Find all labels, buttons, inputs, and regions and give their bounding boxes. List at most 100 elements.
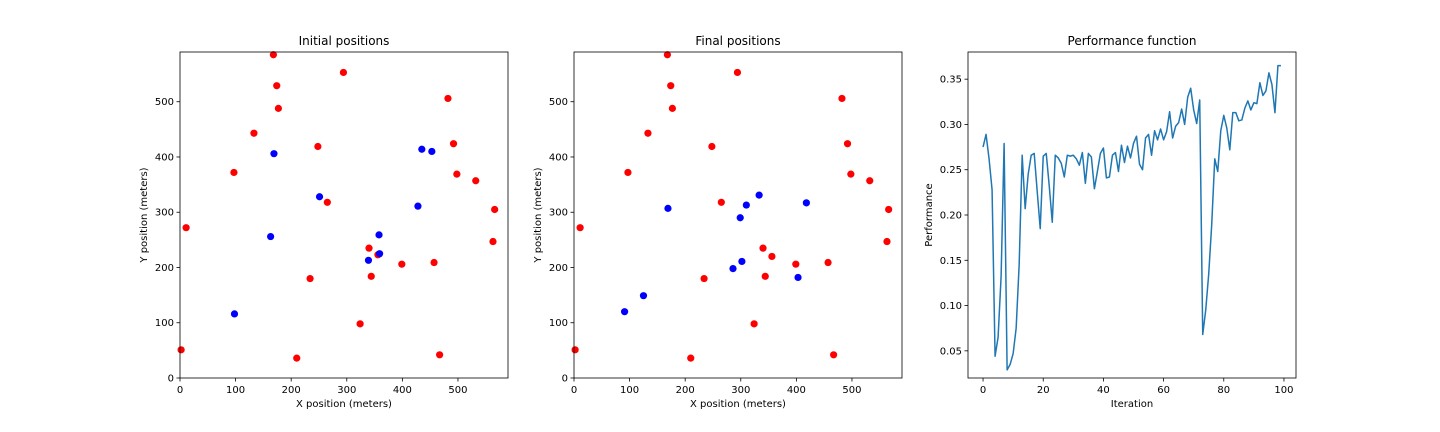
- y-tick-label: 500: [549, 97, 568, 108]
- scatter-point-series-1: [847, 170, 855, 178]
- scatter-point-series-2: [742, 201, 750, 209]
- scatter-point-series-1: [230, 168, 238, 177]
- scatter-point-series-1: [576, 224, 584, 232]
- scatter-point-series-2: [375, 231, 383, 239]
- scatter-point-series-1: [759, 244, 767, 252]
- chart-title: Performance function: [1068, 34, 1197, 48]
- x-tick-label: 0: [571, 385, 577, 396]
- scatter-point-series-1: [293, 354, 301, 362]
- scatter-point-series-1: [843, 140, 852, 148]
- chart-panel-3: 0 20 40 60 80 100 0.05 0.10 0.15 0.20 0.25 0.30 0.35…: [924, 34, 1297, 410]
- scatter-point-series-1: [472, 177, 480, 185]
- x-tick-label: 20: [1037, 385, 1050, 396]
- scatter-point-series-1: [339, 68, 348, 77]
- scatter-point-series-2: [620, 308, 629, 316]
- scatter-point-series-1: [883, 237, 891, 246]
- scatter-point-series-1: [453, 170, 461, 178]
- y-tick-label: 0.15: [940, 256, 962, 267]
- y-tick-label: 0.25: [940, 165, 962, 176]
- x-axis-label: Iteration: [1111, 399, 1153, 410]
- y-tick-label: 0: [168, 374, 174, 385]
- y-tick-label: 100: [155, 318, 174, 329]
- scatter-point-series-1: [768, 252, 776, 261]
- scatter-point-series-1: [866, 177, 874, 185]
- scatter-point-series-1: [761, 272, 769, 280]
- x-axis-label: X position (meters): [690, 399, 786, 410]
- scatter-point-series-2: [315, 193, 324, 201]
- scatter-point-series-2: [428, 147, 436, 156]
- scatter-point-series-1: [449, 140, 458, 148]
- scatter-point-series-1: [733, 68, 742, 77]
- x-axis-label: X position (meters): [296, 399, 392, 410]
- x-tick-label: 60: [1157, 385, 1170, 396]
- scatter-point-series-2: [755, 191, 763, 199]
- scatter-point-series-1: [663, 51, 671, 59]
- scatter-point-series-1: [838, 94, 846, 103]
- y-tick-label: 0.30: [940, 120, 962, 131]
- scatter-point-series-2: [639, 292, 648, 300]
- scatter-point-series-2: [794, 273, 802, 282]
- y-tick-label: 0.35: [940, 75, 962, 86]
- line-series-1: [982, 64, 1281, 371]
- scatter-point-series-2: [230, 310, 239, 318]
- scatter-point-series-2: [664, 204, 672, 212]
- scatter-point-series-1: [491, 205, 499, 214]
- scatter-point-series-1: [700, 274, 708, 283]
- scatter-point-series-2: [736, 214, 744, 222]
- y-axis-label: Y position (meters): [139, 167, 150, 263]
- axes-frame: [967, 51, 1297, 379]
- scatter-point-series-1: [668, 104, 677, 112]
- scatter-point-series-1: [750, 320, 758, 328]
- scatter-point-series-1: [273, 82, 281, 90]
- chart-panel-1: 0 100 200 300 400 500 0 100 200 300 400 500 Initial …: [139, 34, 509, 410]
- x-tick-label: 40: [1097, 385, 1110, 396]
- scatter-point-series-1: [314, 142, 322, 151]
- scatter-point-series-1: [885, 205, 893, 214]
- scatter-point-series-1: [430, 258, 438, 267]
- scatter-point-series-1: [792, 260, 800, 268]
- x-tick-label: 200: [676, 385, 695, 396]
- y-tick-label: 300: [155, 208, 174, 219]
- scatter-point-series-2: [375, 250, 384, 258]
- y-tick-label: 400: [549, 152, 568, 163]
- scatter-point-series-1: [323, 198, 331, 206]
- y-tick-label: 0.05: [940, 346, 962, 357]
- x-tick-label: 0: [980, 385, 986, 396]
- scatter-point-series-1: [624, 168, 632, 177]
- axes-frame: [179, 51, 509, 379]
- scatter-point-series-2: [270, 150, 278, 158]
- scatter-point-series-1: [365, 244, 373, 252]
- scatter-point-series-2: [802, 199, 810, 207]
- scatter-point-series-1: [489, 237, 497, 246]
- scatter-point-series-2: [267, 232, 275, 241]
- x-tick-label: 100: [226, 385, 245, 396]
- x-tick-label: 100: [1274, 385, 1293, 396]
- scatter-point-series-1: [667, 82, 675, 90]
- scatter-point-series-1: [398, 260, 406, 268]
- axes-frame: [573, 51, 903, 379]
- scatter-point-series-1: [250, 129, 258, 137]
- scatter-point-series-1: [444, 94, 452, 103]
- scatter-point-series-1: [830, 351, 838, 359]
- scatter-point-series-1: [367, 272, 375, 280]
- x-tick-label: 100: [620, 385, 639, 396]
- scatter-point-series-1: [708, 142, 716, 151]
- scatter-point-series-1: [436, 351, 444, 359]
- chart-title: Final positions: [695, 34, 780, 48]
- scatter-point-series-1: [824, 258, 832, 267]
- y-tick-label: 200: [155, 263, 174, 274]
- x-tick-label: 0: [177, 385, 183, 396]
- x-tick-label: 400: [787, 385, 806, 396]
- x-tick-label: 400: [393, 385, 412, 396]
- x-tick-label: 500: [448, 385, 467, 396]
- y-tick-label: 400: [155, 152, 174, 163]
- scatter-point-series-1: [274, 104, 282, 112]
- scatter-point-series-1: [269, 51, 277, 59]
- x-tick-label: 300: [731, 385, 750, 396]
- scatter-point-series-2: [418, 145, 426, 153]
- chart-panel-2: 0 100 200 300 400 500 0 100 200 300 400 500 Final po…: [533, 34, 903, 410]
- scatter-point-series-2: [364, 256, 373, 264]
- y-tick-label: 0.10: [940, 301, 962, 312]
- scatter-point-series-1: [177, 346, 185, 354]
- x-tick-label: 200: [282, 385, 301, 396]
